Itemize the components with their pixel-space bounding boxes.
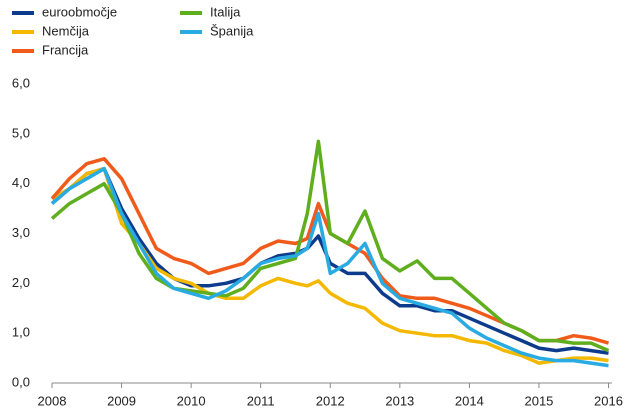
x-tick-label: 2009 xyxy=(107,393,136,408)
y-tick-label: 6,0 xyxy=(12,75,30,90)
line-series xyxy=(50,157,609,345)
x-tick-label: 2014 xyxy=(455,393,484,408)
x-tick-label: 2012 xyxy=(316,393,345,408)
x-tick-label: 2011 xyxy=(247,393,275,408)
y-tick-label: 3,0 xyxy=(12,225,30,240)
x-tick-label: 2016 xyxy=(594,393,623,408)
legend-label: Španija xyxy=(210,23,254,38)
y-tick-label: 0,0 xyxy=(12,374,30,389)
x-tick-label: 2008 xyxy=(38,393,67,408)
y-tick-label: 2,0 xyxy=(12,275,30,290)
line-series xyxy=(50,139,610,353)
x-tick-label: 2013 xyxy=(385,393,414,408)
legend-label: Francija xyxy=(42,42,89,57)
legend-label: Nemčija xyxy=(42,23,90,38)
x-tick-label: 2010 xyxy=(177,393,206,408)
y-tick-label: 5,0 xyxy=(12,125,30,140)
y-tick-label: 1,0 xyxy=(12,325,30,340)
y-tick-label: 4,0 xyxy=(12,175,30,190)
legend-label: euroobmočje xyxy=(42,4,117,19)
legend-label: Italija xyxy=(210,4,241,19)
line-series xyxy=(50,166,609,355)
line-series xyxy=(50,166,609,368)
x-tick-label: 2015 xyxy=(524,393,553,408)
